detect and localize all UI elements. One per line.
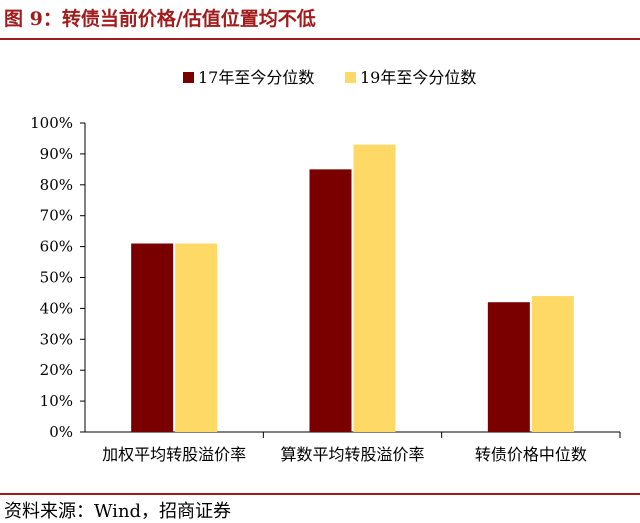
- bar-2-1: [175, 243, 218, 432]
- y-tick-label: 60%: [40, 238, 73, 256]
- legend-label-2: 19年至今分位数: [360, 68, 476, 87]
- y-tick-label: 40%: [40, 299, 73, 317]
- y-tick-label: 100%: [30, 114, 73, 132]
- y-tick-label: 90%: [40, 145, 73, 163]
- bar-chart: 0% 10% 20% 30% 40% 50% 60% 70% 80% 90% 100% 加权平均转股溢…: [30, 68, 621, 464]
- x-category-label: 加权平均转股溢价率: [102, 445, 246, 464]
- legend-label-1: 17年至今分位数: [198, 68, 314, 87]
- bar-1-2: [309, 169, 352, 432]
- figure-title: 图 9：转债当前价格/估值位置均不低: [4, 8, 316, 30]
- y-tick-label: 20%: [40, 361, 73, 379]
- y-tick-label: 50%: [40, 269, 73, 287]
- x-category-label: 转债价格中位数: [475, 445, 587, 464]
- y-tick-label: 30%: [40, 330, 73, 348]
- y-tick-label: 10%: [40, 392, 73, 410]
- legend-swatch-2: [345, 72, 356, 83]
- title-rule: [0, 38, 640, 40]
- source-note: 资料来源：Wind，招商证券: [4, 501, 232, 522]
- bar-2-3: [531, 296, 574, 432]
- bar-1-3: [487, 302, 530, 432]
- legend-swatch-1: [183, 72, 194, 83]
- y-tick-label: 0%: [49, 423, 73, 441]
- bar-2-2: [353, 144, 396, 432]
- source-rule: [0, 493, 640, 495]
- y-tick-label: 80%: [40, 176, 73, 194]
- bar-1-1: [131, 243, 174, 432]
- x-category-label: 算数平均转股溢价率: [280, 445, 424, 464]
- y-tick-label: 70%: [40, 207, 73, 225]
